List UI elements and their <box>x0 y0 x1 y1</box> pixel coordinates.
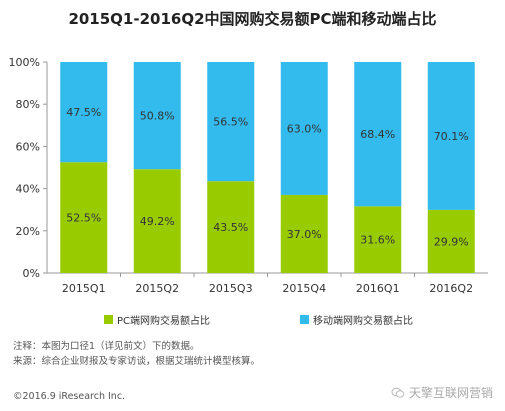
bar-pc <box>133 169 181 273</box>
wechat-icon <box>391 387 405 398</box>
x-tick-label: 2016Q2 <box>429 282 473 295</box>
data-label-pc: 52.5% <box>66 212 101 225</box>
data-label-pc: 29.9% <box>434 235 469 248</box>
y-tick-label: 0% <box>23 267 40 280</box>
chart-title: 2015Q1-2016Q2中国网购交易额PC端和移动端占比 <box>68 10 437 28</box>
data-label-pc: 43.5% <box>213 221 248 234</box>
y-tick-label: 20% <box>16 225 40 238</box>
y-tick-label: 80% <box>16 98 40 111</box>
watermark: 天擎互联网营销 <box>391 384 493 401</box>
legend: PC端网购交易额占比 移动端网购交易额占比 <box>0 312 505 328</box>
data-label-mobile: 56.5% <box>213 116 248 129</box>
bar-mobile <box>60 62 108 163</box>
legend-swatch-mobile <box>300 315 309 324</box>
x-tick-label: 2015Q4 <box>282 282 326 295</box>
bar-mobile <box>207 62 255 182</box>
legend-label-pc: PC端网购交易额占比 <box>117 316 211 327</box>
legend-swatch-pc <box>104 315 113 324</box>
legend-item-mobile: 移动端网购交易额占比 <box>300 312 413 327</box>
x-tick-label: 2015Q3 <box>209 282 253 295</box>
y-tick-label: 40% <box>16 183 40 196</box>
bar-mobile <box>280 62 328 195</box>
data-label-mobile: 50.8% <box>140 110 175 123</box>
y-tick-label: 100% <box>9 56 40 69</box>
x-tick-label: 2015Q2 <box>135 282 179 295</box>
note-line-2: 来源：综合企业财报及专家访谈，根据艾瑞统计模型核算。 <box>13 356 261 367</box>
data-label-pc: 49.2% <box>140 215 175 228</box>
data-label-pc: 31.6% <box>360 234 395 247</box>
bar-pc <box>427 209 475 273</box>
copyright: ©2016.9 iResearch Inc. <box>13 391 126 402</box>
bar-pc <box>60 162 108 273</box>
bar-pc <box>354 206 402 273</box>
data-label-mobile: 68.4% <box>360 128 395 141</box>
x-tick-label: 2015Q1 <box>62 282 106 295</box>
bar-mobile <box>427 62 475 210</box>
bar-mobile <box>133 62 181 170</box>
bar-pc <box>280 194 328 273</box>
bar-pc <box>207 181 255 273</box>
notes: 注释：本图为口径1（详见前文）下的数据。 来源：综合企业财报及专家访谈，根据艾瑞… <box>13 339 260 369</box>
data-label-mobile: 47.5% <box>66 106 101 119</box>
legend-label-mobile: 移动端网购交易额占比 <box>313 316 413 327</box>
data-label-mobile: 70.1% <box>434 130 469 143</box>
data-label-mobile: 63.0% <box>287 122 322 135</box>
legend-item-pc: PC端网购交易额占比 <box>104 312 210 327</box>
watermark-text: 天擎互联网营销 <box>408 386 493 400</box>
bar-mobile <box>354 62 402 207</box>
stacked-bar-chart: 0% 20% 40% 60% 80% 100% 52.5% 47.5% 2015Q1 49.2% 5… <box>9 56 488 295</box>
x-tick-label: 2016Q1 <box>356 282 400 295</box>
y-tick-label: 60% <box>16 140 40 153</box>
data-label-pc: 37.0% <box>287 228 322 241</box>
note-line-1: 注释：本图为口径1（详见前文）下的数据。 <box>13 341 200 352</box>
